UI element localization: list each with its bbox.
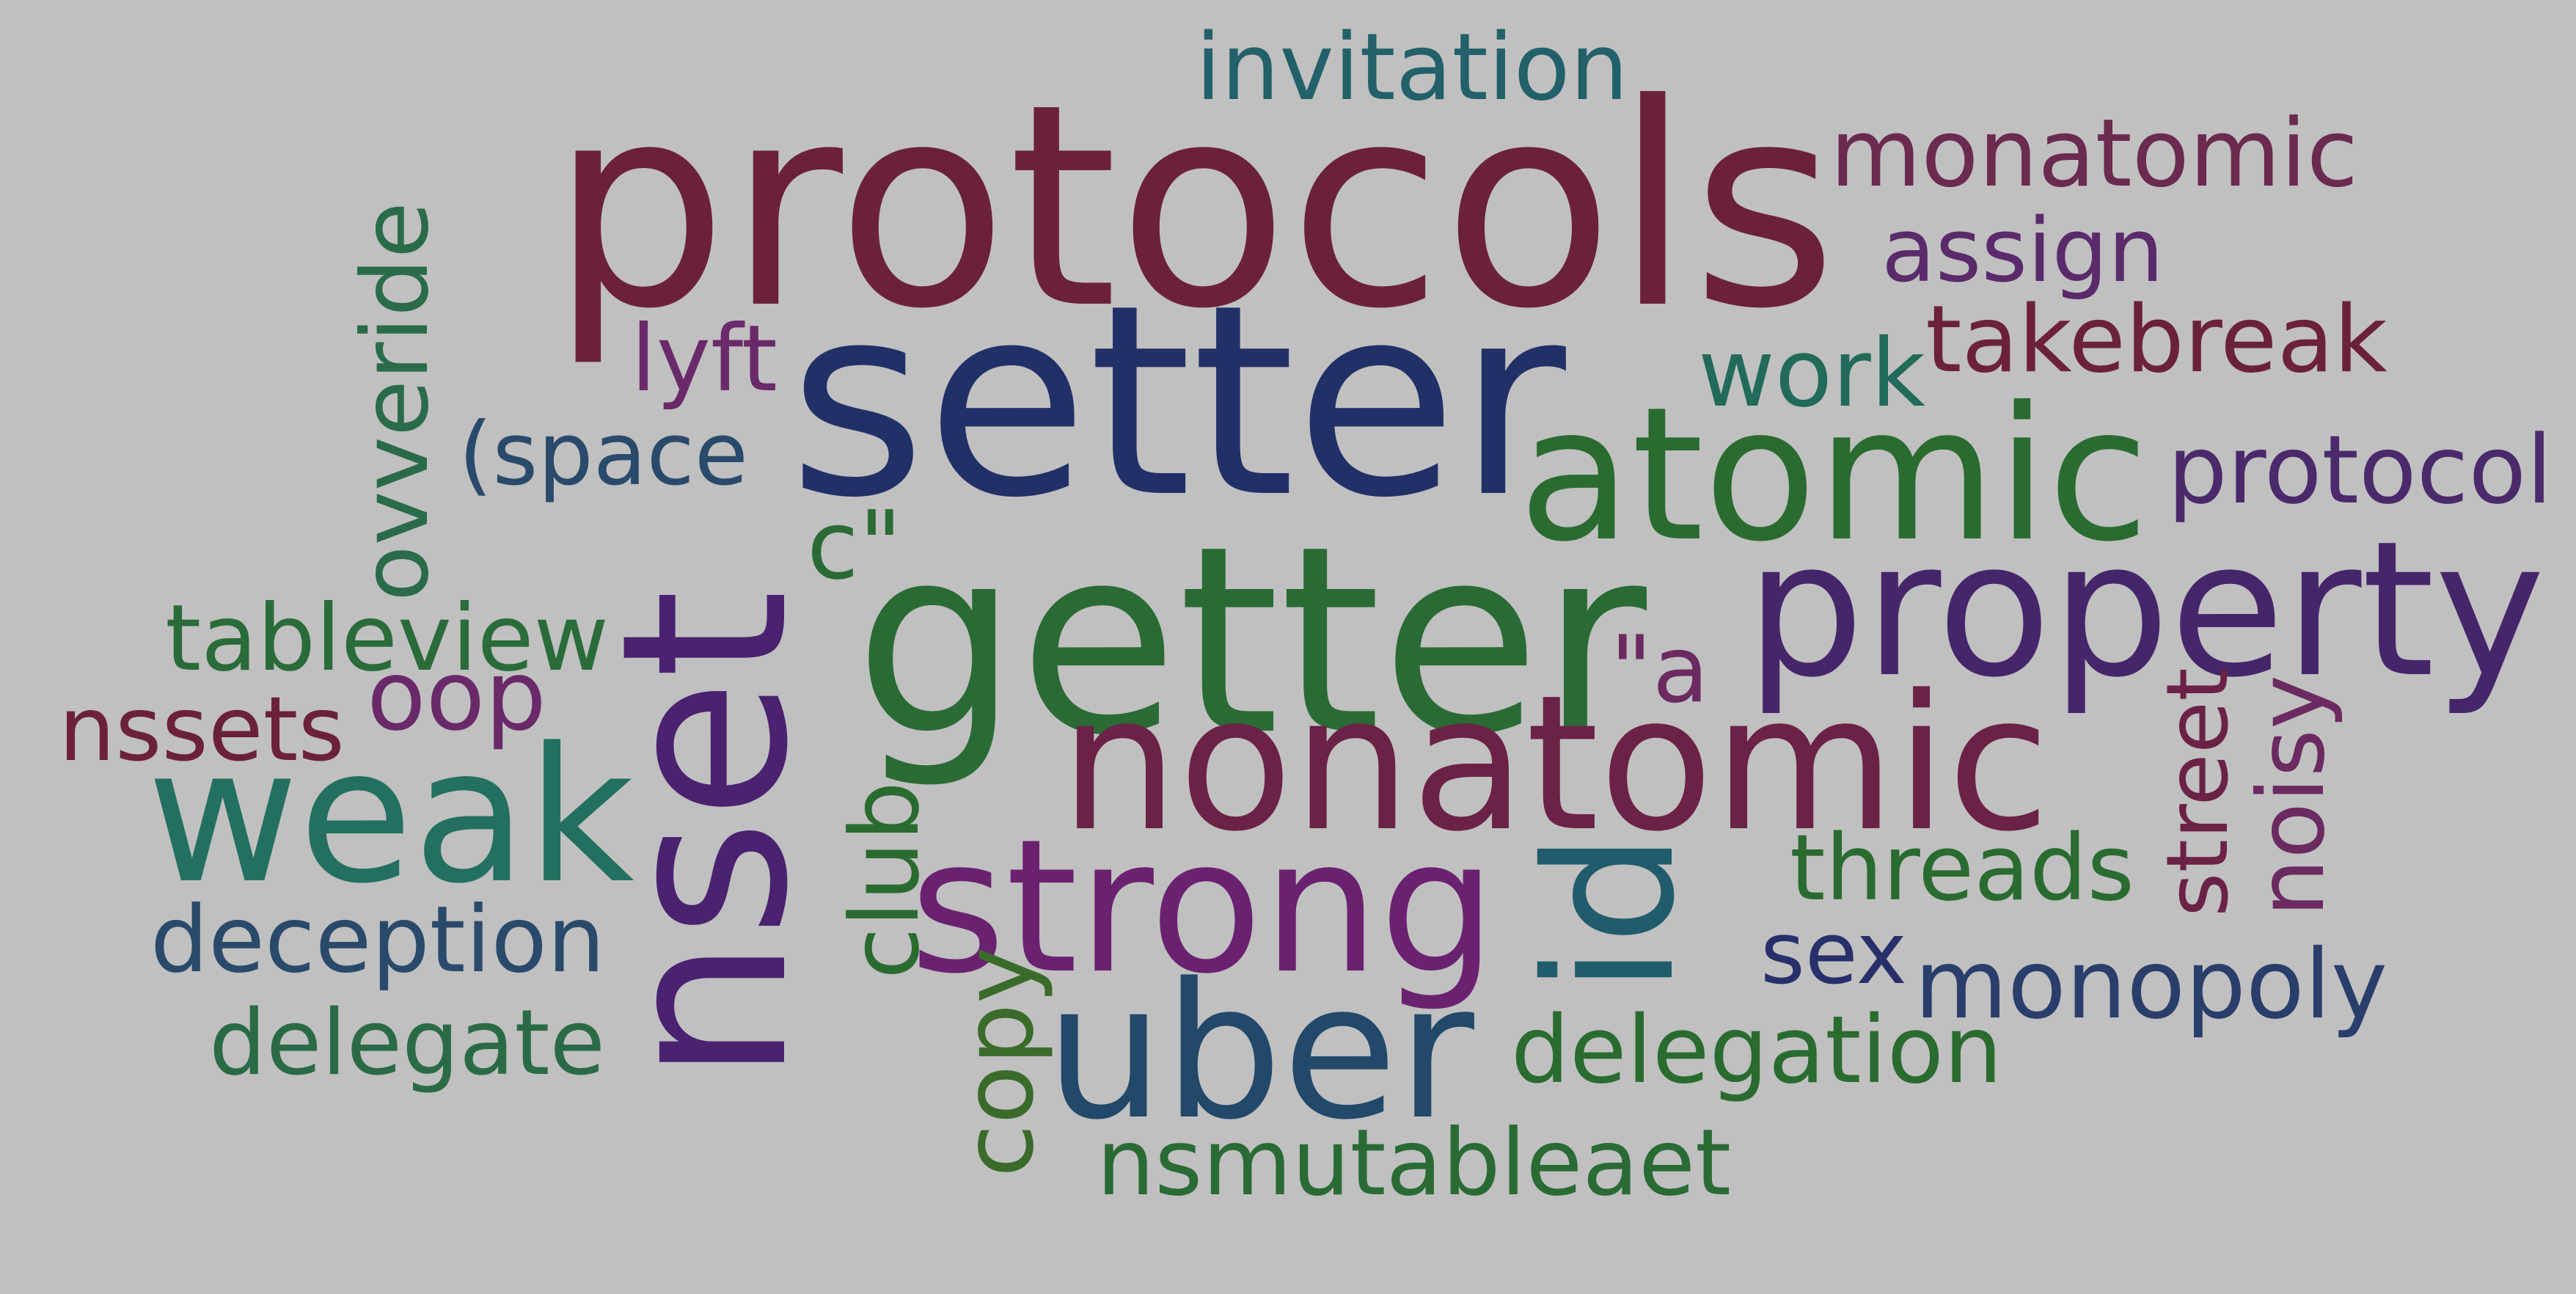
word-weak: weak xyxy=(147,707,634,924)
word-assign: assign xyxy=(1881,200,2165,303)
word-id: id xyxy=(1507,832,1713,994)
word-lyft: lyft xyxy=(631,305,777,413)
word-quote-a: "a xyxy=(1610,615,1709,723)
word-deception: deception xyxy=(150,887,606,993)
word-space: (space xyxy=(458,403,748,505)
word-setter: setter xyxy=(788,247,1566,555)
word-invitation: invitation xyxy=(1196,13,1629,121)
word-atomic: atomic xyxy=(1518,367,2150,582)
word-nssets: nssets xyxy=(59,677,345,782)
word-takebreak: takebreak xyxy=(1925,285,2387,393)
word-protocol: protocol xyxy=(2167,416,2553,526)
word-monatomic: monatomic xyxy=(1830,99,2358,209)
word-tableview: tableview xyxy=(165,584,609,692)
word-delegation: delegation xyxy=(1510,996,2003,1105)
word-threads: threads xyxy=(1790,816,2134,922)
word-sex: sex xyxy=(1760,902,1907,1004)
word-oop: oop xyxy=(367,640,546,753)
word-nsmutableaet: nsmutableaet xyxy=(1097,1108,1732,1216)
word-delegate: delegate xyxy=(209,990,606,1096)
word-street: street xyxy=(2148,668,2248,917)
word-work: work xyxy=(1698,319,1925,428)
word-strong: strong xyxy=(910,800,1497,1015)
word-uber: uber xyxy=(1045,943,1474,1161)
word-nonatomic: nonatomic xyxy=(1060,655,2050,874)
word-copy: copy xyxy=(943,946,1055,1177)
word-protocols: protocols xyxy=(550,43,1837,370)
word-getter: getter xyxy=(855,490,1647,792)
word-c-quote: c" xyxy=(807,491,902,601)
word-noisy: noisy xyxy=(2238,674,2346,917)
word-ovveride: ovveride xyxy=(342,202,450,602)
word-club: club xyxy=(830,781,941,979)
word-monopoly: monopoly xyxy=(1914,929,2388,1041)
word-property: property xyxy=(1746,502,2545,720)
